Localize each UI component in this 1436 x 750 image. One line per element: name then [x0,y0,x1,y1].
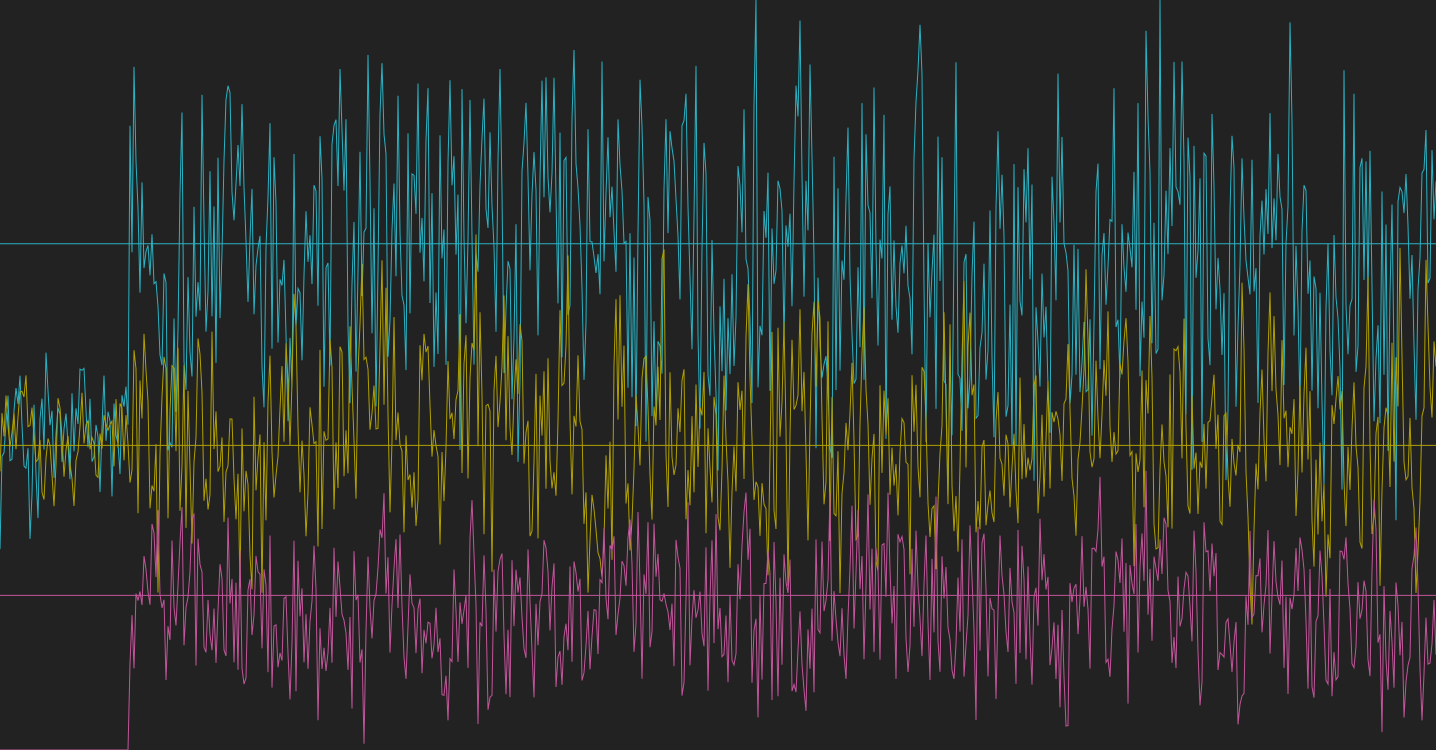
series-2-line [0,234,1436,625]
series-1-line [0,0,1436,550]
series-3-line [0,470,1436,750]
